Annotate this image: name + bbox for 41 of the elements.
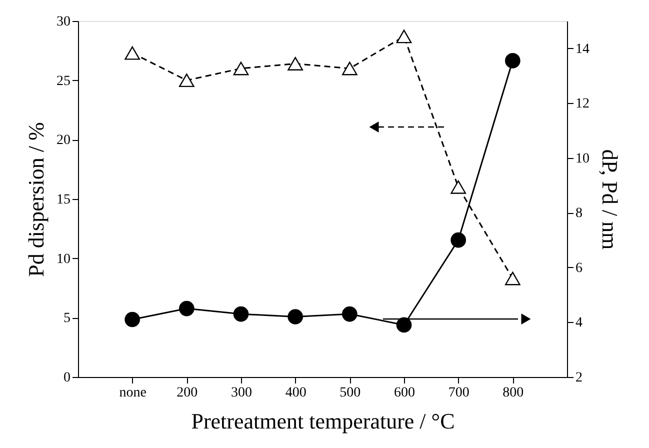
point bbox=[342, 62, 358, 76]
y-tick-label: 10 bbox=[56, 252, 70, 267]
y2-tick-label: 2 bbox=[576, 370, 582, 386]
point bbox=[233, 62, 249, 76]
point bbox=[124, 312, 140, 328]
y2-tick-label: 14 bbox=[576, 42, 590, 57]
point bbox=[178, 74, 194, 88]
point bbox=[288, 309, 304, 324]
y-tick-label: 5 bbox=[64, 311, 70, 326]
x-tick-label: 700 bbox=[448, 386, 470, 400]
y2-tick-label: 6 bbox=[576, 260, 582, 276]
y-tick-label: 30 bbox=[56, 14, 70, 30]
point bbox=[124, 46, 140, 60]
y-axis-title: Pd dispersion / % bbox=[24, 122, 48, 277]
point bbox=[504, 53, 520, 68]
x-tick-label: 200 bbox=[176, 386, 198, 400]
point bbox=[450, 232, 466, 248]
y2-tick-label: 8 bbox=[576, 206, 582, 222]
point bbox=[504, 272, 520, 286]
y2-axis-title: dP, Pd / nm bbox=[598, 149, 622, 250]
x-tick-label: 500 bbox=[340, 386, 361, 400]
point bbox=[396, 30, 412, 44]
x-tick-label: 800 bbox=[502, 386, 524, 400]
point bbox=[178, 300, 194, 316]
x-tick-label: none bbox=[119, 386, 146, 400]
x-tick-label: 600 bbox=[394, 386, 415, 400]
point bbox=[342, 306, 358, 322]
y2-tick-label: 10 bbox=[576, 151, 590, 166]
y2-tick-label: 12 bbox=[576, 96, 590, 112]
y-tick-label: 15 bbox=[56, 192, 70, 208]
y2-tick-label: 4 bbox=[576, 316, 582, 331]
x-axis-title: Pretreatment temperature / °C bbox=[191, 408, 455, 434]
point bbox=[396, 317, 412, 333]
x-tick-label: 300 bbox=[231, 386, 252, 400]
point bbox=[288, 56, 304, 70]
y-tick-label: 0 bbox=[64, 370, 70, 386]
y-tick-label: 25 bbox=[56, 74, 70, 89]
y-tick-label: 20 bbox=[56, 133, 70, 148]
point bbox=[450, 180, 466, 194]
point bbox=[233, 306, 249, 322]
x-tick-label: 400 bbox=[285, 386, 306, 400]
